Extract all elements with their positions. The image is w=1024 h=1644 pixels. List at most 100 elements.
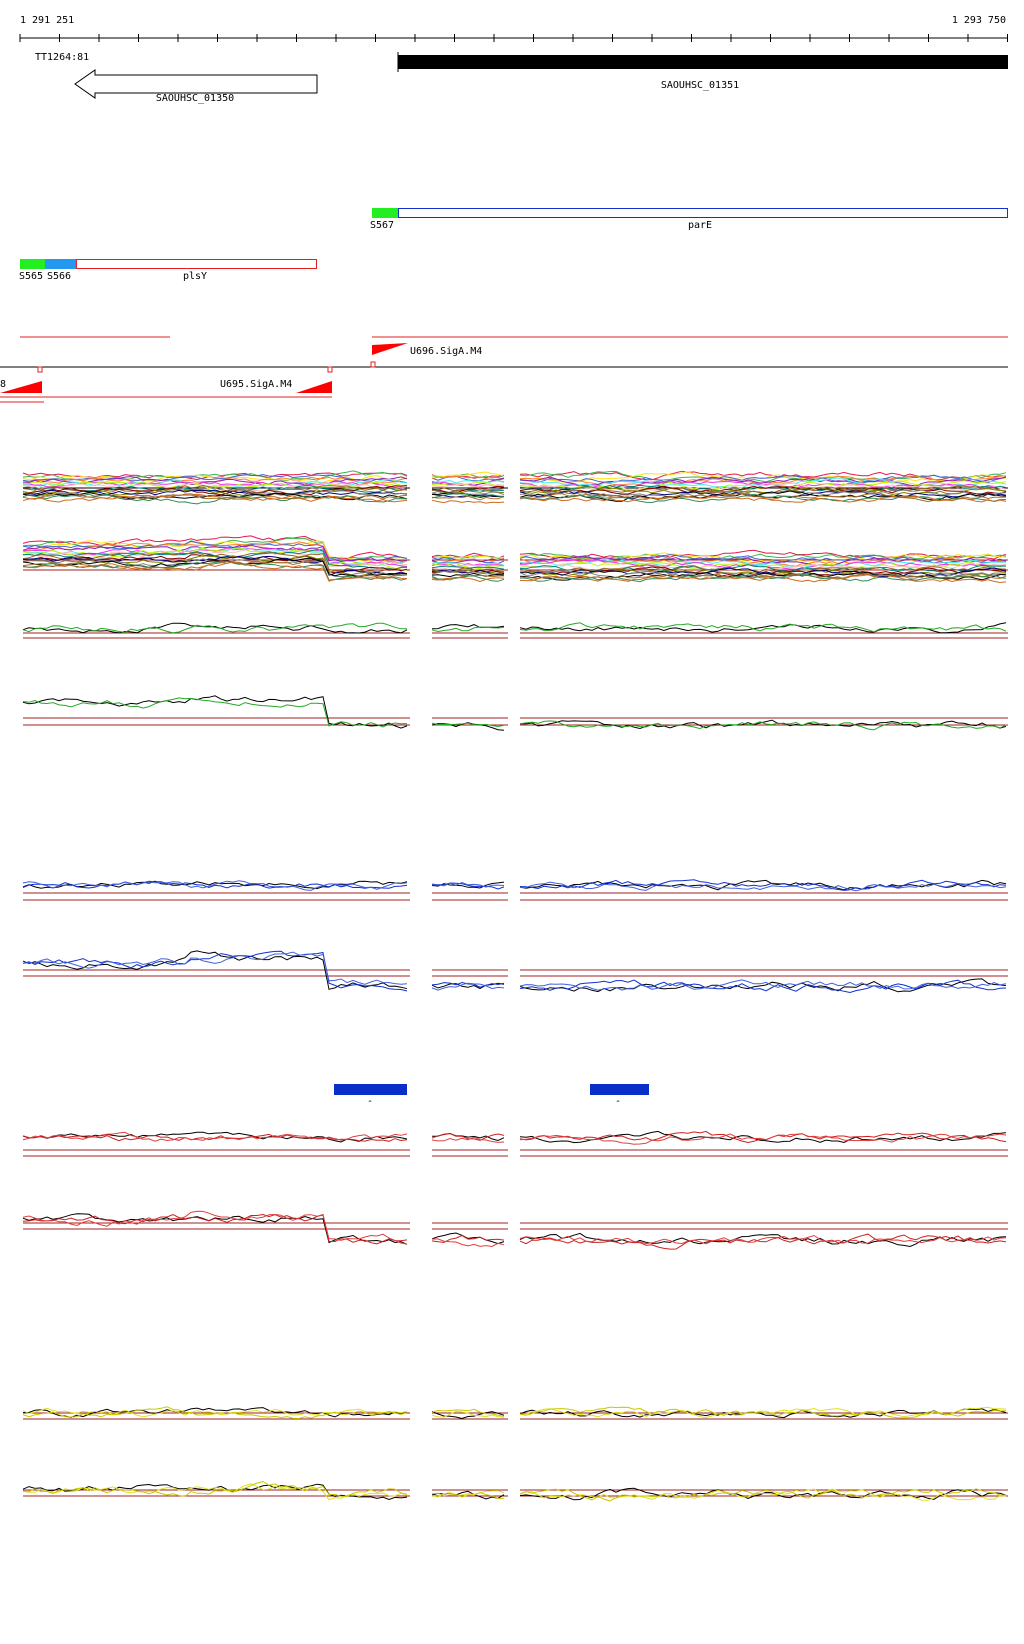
- signal-line: [22, 489, 408, 497]
- signal-line: [431, 1235, 505, 1243]
- signal-line: [519, 567, 1007, 578]
- signal-line: [22, 1406, 408, 1420]
- signal-line: [431, 722, 505, 728]
- signal-line: [22, 482, 408, 492]
- site-label: S567: [370, 220, 394, 231]
- signal-line: [519, 1133, 1007, 1145]
- signal-line: [22, 1483, 408, 1501]
- signal-line: [431, 1408, 505, 1417]
- signal-line: [431, 1232, 505, 1245]
- signal-line: [431, 881, 505, 889]
- signal-line: [22, 1210, 408, 1245]
- signal-line: [22, 880, 408, 891]
- signal-line: [431, 555, 505, 559]
- promoter-label: U695.SigA.M4: [220, 379, 292, 390]
- signal-line: [519, 574, 1007, 584]
- signal-line: [22, 541, 408, 565]
- signal-line: [519, 979, 1007, 991]
- signal-line: [519, 470, 1007, 481]
- signal-line: [431, 499, 505, 504]
- signal-line: [519, 1406, 1007, 1419]
- expression-tracks: [22, 470, 1008, 1502]
- signal-line: [22, 481, 408, 489]
- signal-line: [519, 1488, 1007, 1502]
- promoter-label: U696.SigA.M4: [410, 346, 482, 357]
- signal-line: [519, 1233, 1007, 1250]
- region-bar: [334, 1084, 407, 1095]
- signal-line: [519, 1488, 1007, 1501]
- annotation-label: plsY: [183, 271, 207, 282]
- signal-line: [519, 1406, 1007, 1419]
- signal-line: [22, 1480, 408, 1498]
- region-bar: [590, 1084, 649, 1095]
- signal-line: [431, 479, 505, 484]
- promoter-tick: [37, 361, 376, 373]
- annotation-label: parE: [688, 220, 712, 231]
- site-label: S566: [47, 271, 71, 282]
- signal-line: [22, 697, 408, 728]
- signal-line: [22, 558, 408, 578]
- signal-line: [431, 1410, 505, 1418]
- signal-line: [22, 880, 408, 889]
- signal-line: [519, 1232, 1007, 1248]
- signal-line: [431, 495, 505, 501]
- signal-line: [519, 492, 1007, 503]
- region-label: -: [615, 1096, 621, 1107]
- signal-line: [22, 493, 408, 503]
- signal-line: [519, 476, 1007, 487]
- signal-line: [431, 557, 505, 564]
- signal-line: [431, 626, 505, 633]
- signal-line: [22, 950, 408, 992]
- signal-line: [22, 492, 408, 500]
- signal-line: [431, 982, 505, 990]
- signal-line: [431, 483, 505, 488]
- signal-line: [431, 570, 505, 576]
- signal-line: [519, 979, 1007, 994]
- site-box: [45, 259, 76, 269]
- annotation-box: [398, 208, 1008, 218]
- promoter-label: 8: [0, 379, 6, 390]
- gene-arrow: [74, 69, 318, 99]
- signal-line: [22, 695, 408, 729]
- signal-line: [519, 495, 1007, 503]
- promoter-track: [0, 336, 1008, 403]
- signal-line: [519, 1408, 1007, 1419]
- region-label: -: [367, 1096, 373, 1107]
- signal-line: [22, 548, 408, 568]
- signal-line: [431, 882, 505, 890]
- signal-line: [519, 486, 1007, 495]
- signal-line: [22, 547, 408, 571]
- gene-label: SAOUHSC_01350: [156, 93, 234, 104]
- signal-line: [519, 556, 1007, 566]
- signal-line: [431, 722, 505, 731]
- signal-line: [22, 555, 408, 576]
- signal-line: [519, 474, 1007, 484]
- signal-line: [431, 982, 505, 991]
- signal-line: [519, 881, 1007, 892]
- site-box: [20, 259, 45, 269]
- signal-line: [431, 485, 505, 494]
- signal-line: [431, 490, 504, 496]
- signal-line: [22, 622, 407, 634]
- signal-line: [22, 557, 407, 578]
- signal-line: [431, 1491, 505, 1500]
- signal-line: [22, 951, 408, 985]
- signal-line: [22, 561, 408, 582]
- site-label: S565: [19, 271, 43, 282]
- signal-line: [519, 549, 1007, 560]
- signal-line: [431, 1411, 505, 1420]
- signal-line: [431, 1136, 505, 1143]
- signal-line: [519, 564, 1007, 573]
- signal-line: [22, 484, 408, 494]
- site-box: [372, 208, 398, 218]
- signal-line: [519, 720, 1007, 731]
- signal-line: [519, 1234, 1007, 1245]
- signal-line: [519, 1130, 1007, 1144]
- signal-line: [431, 572, 505, 578]
- signal-line: [519, 490, 1007, 502]
- signal-line: [519, 879, 1007, 891]
- signal-line: [22, 1483, 408, 1501]
- signal-line: [519, 719, 1007, 730]
- signal-line: [431, 881, 505, 888]
